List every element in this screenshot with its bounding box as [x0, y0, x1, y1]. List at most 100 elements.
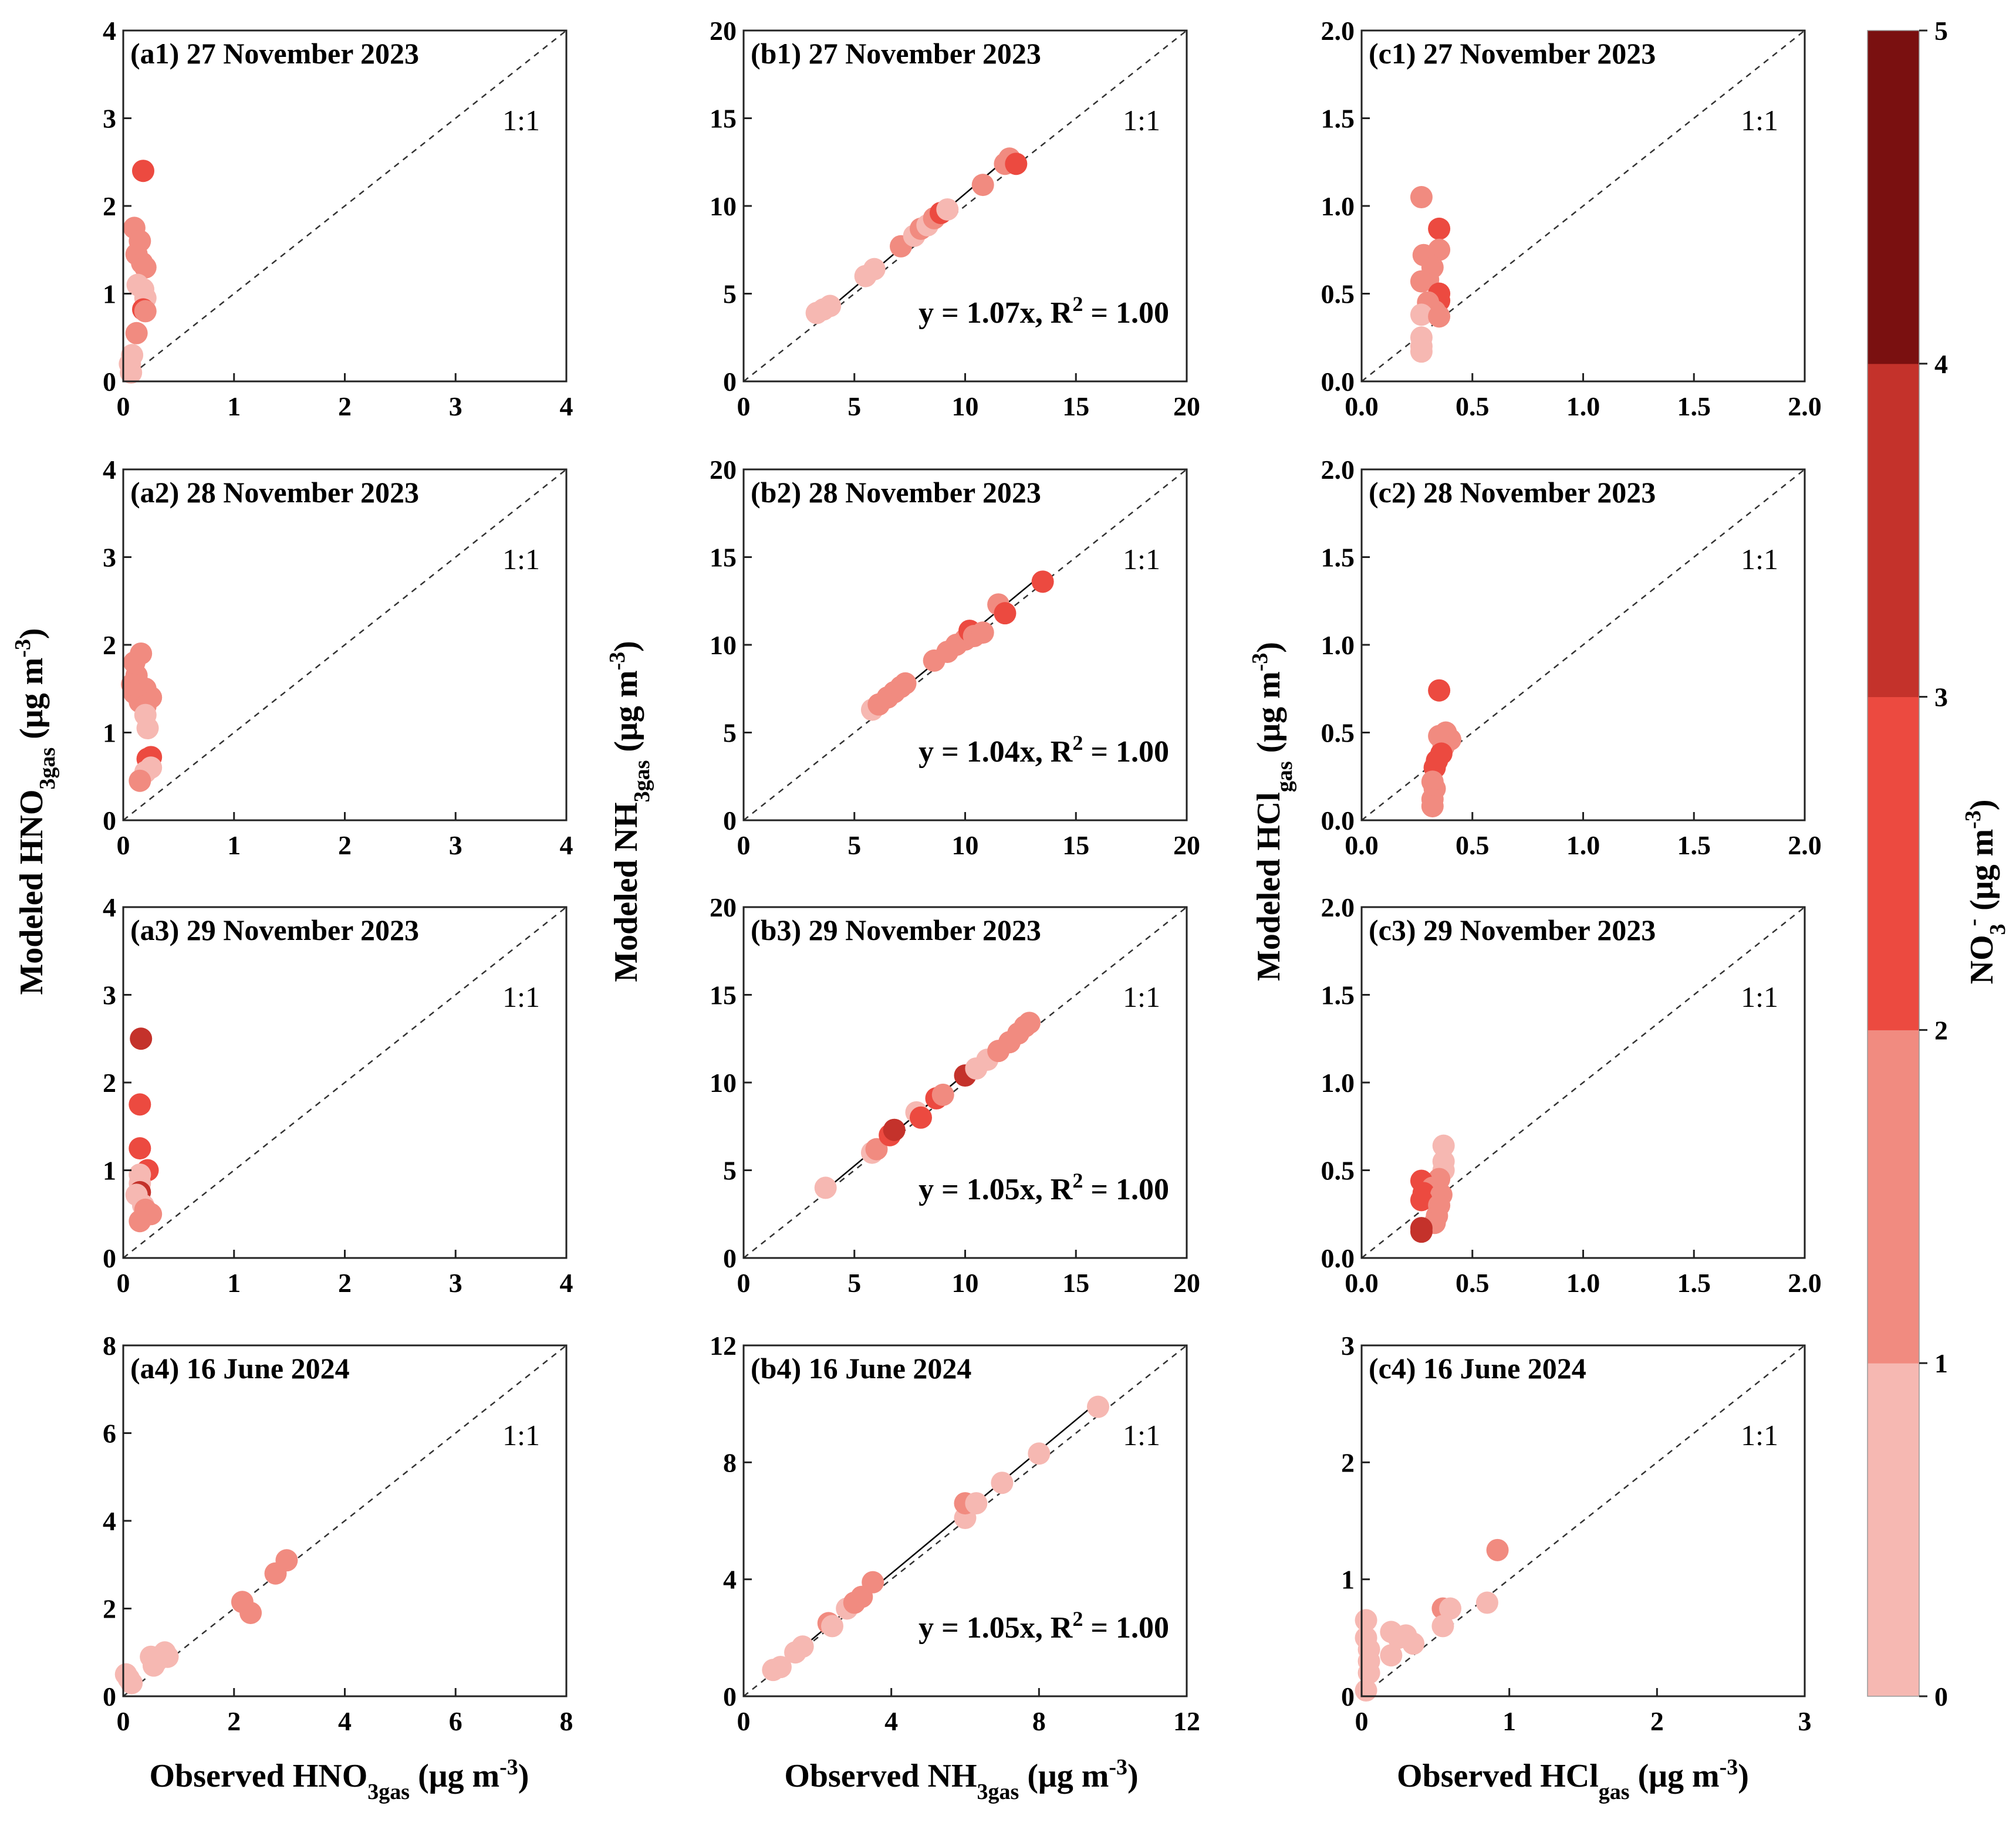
- panel-b3: 0 5 10 15 20 0 5 10 15 20 (b3) 29 November 2023 1:1…: [710, 892, 1200, 1298]
- x-tick-label: 1.5: [1677, 830, 1711, 860]
- panel-title: (b1) 27 November 2023: [751, 37, 1041, 70]
- y-tick-label: 20: [710, 455, 737, 485]
- x-tick-label: 3: [449, 1268, 462, 1298]
- data-point: [142, 1654, 165, 1677]
- data-point: [125, 322, 148, 344]
- x-tick-label: 0: [737, 1706, 751, 1736]
- data-point: [129, 1137, 151, 1160]
- y-tick-label: 4: [103, 455, 116, 485]
- y-tick-label: 2.0: [1321, 455, 1355, 485]
- colorbar-label: NO3- (μg m-3): [1961, 799, 2010, 984]
- colorbar-segment: [1868, 363, 1919, 698]
- data-point: [1410, 270, 1433, 293]
- x-tick-label: 1: [227, 1268, 241, 1298]
- x-tick-label: 15: [1062, 830, 1089, 860]
- y-tick-label: 8: [103, 1331, 116, 1361]
- colorbar-segment: [1868, 696, 1919, 1030]
- data-point: [769, 1656, 792, 1679]
- plot-frame: [742, 1344, 1188, 1697]
- panel-title: (b2) 28 November 2023: [751, 476, 1041, 509]
- y-tick-label: 4: [103, 892, 116, 922]
- one-to-one-label: 1:1: [1741, 980, 1778, 1013]
- x-tick-label: 0.5: [1456, 1268, 1490, 1298]
- y-tick-label: 2.0: [1321, 892, 1355, 922]
- y-tick-label: 2: [103, 1594, 116, 1624]
- colorbar-segment: [1868, 1030, 1919, 1364]
- data-point: [129, 1093, 151, 1116]
- colorbar-tick-label: 2: [1934, 1015, 1948, 1045]
- x-tick-label: 4: [560, 830, 573, 860]
- x-tick-label: 3: [1798, 1706, 1812, 1736]
- x-tick-label: 3: [449, 830, 462, 860]
- one-to-one-line: [123, 30, 567, 382]
- x-tick-label: 5: [847, 1268, 861, 1298]
- y-tick-label: 1: [103, 279, 116, 309]
- x-tick-label: 0: [737, 1268, 751, 1298]
- data-point: [971, 621, 994, 644]
- panel-a3: 0 1 2 3 4 0 1 2 3 4 (a3) 29 November 2023 1:1: [103, 892, 573, 1298]
- data-point: [1431, 1615, 1454, 1638]
- data-point: [1410, 303, 1433, 326]
- y-tick-label: 10: [710, 1068, 737, 1098]
- y-tick-label: 1: [103, 1156, 116, 1186]
- one-to-one-label: 1:1: [502, 1419, 540, 1452]
- data-point: [275, 1549, 298, 1572]
- y-tick-label: 3: [103, 104, 116, 134]
- data-point: [129, 1210, 151, 1233]
- plot-frame: [1360, 1344, 1806, 1697]
- data-point: [136, 717, 159, 740]
- y-tick-label: 1.0: [1321, 191, 1355, 221]
- y-tick-label: 0: [723, 1243, 737, 1273]
- x-tick-label: 20: [1173, 830, 1200, 860]
- x-tick-label: 0: [117, 1706, 130, 1736]
- y-tick-label: 6: [103, 1419, 116, 1449]
- y-tick-label: 0: [1341, 1682, 1355, 1712]
- y-tick-label: 2: [103, 630, 116, 660]
- x-tick-label: 0: [117, 391, 130, 421]
- panel-c3: 0.0 0.5 1.0 1.5 2.0 0.0 0.5 1.0 1.5 2.0 (c3) 29 No…: [1321, 892, 1822, 1298]
- panel-a4: 0 2 4 6 8 0 2 4 6 8 (a4) 16 June 2024 1:1: [103, 1331, 573, 1736]
- panel-title: (c2) 28 November 2023: [1369, 476, 1656, 509]
- colorbar-segment: [1868, 1363, 1919, 1697]
- data-point: [965, 1492, 988, 1515]
- y-tick-label: 20: [710, 16, 737, 46]
- y-tick-label: 10: [710, 191, 737, 221]
- x-tick-label: 10: [952, 391, 979, 421]
- data-point: [863, 258, 886, 280]
- x-tick-label: 0.5: [1456, 391, 1490, 421]
- one-to-one-label: 1:1: [1123, 980, 1160, 1013]
- panel-title: (a2) 28 November 2023: [130, 476, 419, 509]
- colorbar: 0 1 2 3 4 5: [1867, 16, 1948, 1712]
- x-axis-label-nh3: Observed NH3gas (μg m-3): [784, 1755, 1138, 1804]
- y-axis-label-hno3: Modeled HNO3gas (μg m-3): [11, 628, 60, 995]
- y-tick-label: 3: [103, 543, 116, 573]
- data-point: [971, 174, 994, 197]
- panel-b2: 0 5 10 15 20 0 5 10 15 20 (b2) 28 November 2023 1:1…: [710, 455, 1200, 860]
- data-point: [1428, 217, 1451, 240]
- y-tick-label: 4: [723, 1565, 737, 1595]
- panel-title: (c1) 27 November 2023: [1369, 37, 1656, 70]
- data-point: [931, 1083, 954, 1106]
- data-point: [1428, 679, 1451, 702]
- panel-title: (a3) 29 November 2023: [130, 914, 419, 946]
- data-point: [1087, 1395, 1109, 1418]
- x-tick-label: 15: [1062, 1268, 1089, 1298]
- data-point: [910, 1106, 932, 1129]
- data-point: [1421, 795, 1444, 818]
- x-tick-label: 0: [117, 1268, 130, 1298]
- colorbar-tick-label: 1: [1934, 1348, 1948, 1378]
- data-point: [1439, 1597, 1461, 1620]
- y-tick-label: 0: [723, 806, 737, 836]
- one-to-one-line: [123, 469, 567, 821]
- data-point: [134, 256, 157, 279]
- y-tick-label: 1: [103, 718, 116, 748]
- x-tick-label: 2: [1650, 1706, 1664, 1736]
- y-tick-label: 0: [723, 1682, 737, 1712]
- x-tick-label: 0: [1355, 1706, 1369, 1736]
- data-point: [991, 1472, 1014, 1494]
- y-tick-label: 4: [103, 16, 116, 46]
- data-point: [936, 198, 959, 221]
- data-point: [1410, 340, 1433, 363]
- x-tick-label: 4: [560, 391, 573, 421]
